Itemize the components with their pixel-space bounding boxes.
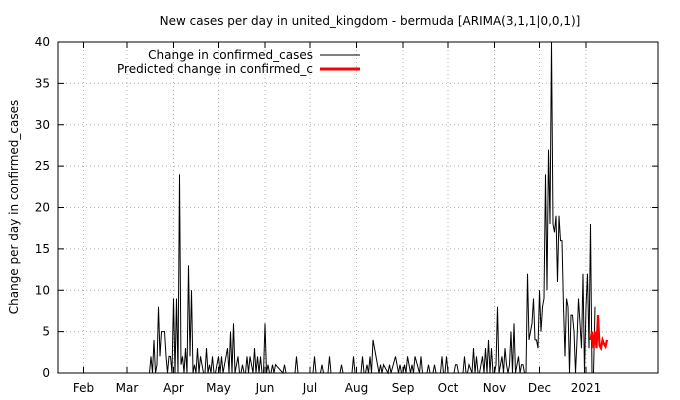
- y-tick-label: 40: [35, 35, 50, 49]
- series-line-predicted: [589, 315, 609, 352]
- x-tick-label: Nov: [483, 381, 506, 395]
- chart-title: New cases per day in united_kingdom - be…: [160, 14, 581, 28]
- x-axis: Feb Mar Apr May Jun Jul Aug Sep Oct Nov Dec 2021: [73, 42, 601, 395]
- y-axis-label: Change per day in confirmed_cases: [7, 100, 21, 315]
- y-tick-label: 35: [35, 76, 50, 90]
- y-tick-label: 5: [42, 325, 50, 339]
- x-tick-label: May: [206, 381, 231, 395]
- grid: [58, 42, 658, 373]
- y-axis: 0 5 10 15 20 25 30 35 40: [35, 35, 658, 380]
- x-tick-label: Jun: [255, 381, 275, 395]
- x-tick-label: Dec: [528, 381, 551, 395]
- x-tick-label: Mar: [116, 381, 139, 395]
- y-tick-label: 15: [35, 242, 50, 256]
- x-tick-label: Sep: [392, 381, 415, 395]
- y-tick-label: 0: [42, 366, 50, 380]
- y-tick-label: 30: [35, 118, 50, 132]
- x-tick-label: Feb: [73, 381, 94, 395]
- legend-label-actual: Change in confirmed_cases: [148, 48, 313, 62]
- y-tick-label: 10: [35, 283, 50, 297]
- x-tick-label: 2021: [571, 381, 602, 395]
- x-tick-label: Oct: [438, 381, 459, 395]
- x-tick-label: Jul: [302, 381, 317, 395]
- x-tick-label: Aug: [345, 381, 368, 395]
- series-lines: [149, 41, 609, 375]
- legend-label-predicted: Predicted change in confirmed_c: [117, 62, 313, 76]
- series-line-actual: [149, 41, 596, 375]
- y-tick-label: 25: [35, 159, 50, 173]
- x-tick-label: Apr: [163, 381, 184, 395]
- legend: Change in confirmed_cases Predicted chan…: [117, 48, 360, 76]
- y-tick-label: 20: [35, 201, 50, 215]
